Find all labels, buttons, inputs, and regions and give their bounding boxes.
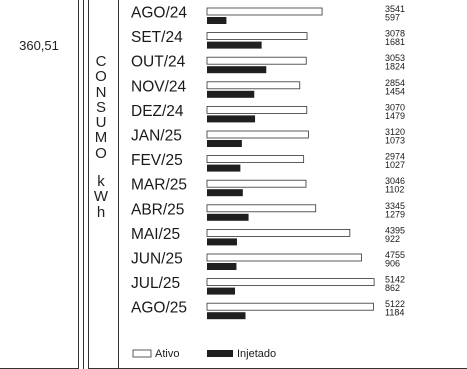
value-label-ativo: 3070	[385, 102, 405, 112]
bar-ativo	[206, 7, 323, 16]
legend-swatch-ativo	[132, 349, 152, 358]
bar-ativo	[206, 155, 305, 164]
value-label-ativo: 3345	[385, 201, 405, 211]
value-label-injetado: 1102	[385, 185, 404, 195]
value-label-ativo: 4755	[385, 250, 405, 260]
value-label-injetado: 597	[385, 13, 400, 23]
value-label-injetado: 1279	[385, 209, 405, 219]
kwh-letter: h	[96, 203, 106, 221]
category-label: ABR/25	[131, 201, 184, 218]
value-label-injetado: 1184	[385, 308, 404, 318]
category-label: OUT/24	[131, 54, 186, 71]
category-label: MAI/25	[131, 226, 180, 243]
consumo-letter: O	[95, 144, 107, 162]
legend-label-injetado: Injetado	[237, 348, 276, 360]
bar-injetado	[207, 164, 241, 172]
value-label-injetado: 922	[385, 234, 400, 244]
value-label-ativo: 3120	[385, 127, 405, 137]
value-label-injetado: 1824	[385, 62, 405, 72]
bar-injetado	[207, 115, 256, 123]
bar-injetado	[207, 90, 255, 98]
kwh-letter: k	[97, 173, 105, 191]
category-label: AGO/24	[131, 5, 187, 22]
value-label-ativo: 5122	[385, 299, 405, 309]
bar-ativo	[206, 81, 301, 90]
category-label: JUN/25	[131, 251, 183, 268]
value-label-ativo: 3053	[385, 53, 405, 63]
value-label-ativo: 2974	[385, 152, 405, 162]
bar-ativo	[206, 253, 362, 262]
category-label: NOV/24	[131, 78, 187, 95]
bar-ativo	[206, 56, 307, 65]
consumo-letter: U	[95, 114, 107, 132]
bar-injetado	[207, 263, 237, 270]
category-label: JAN/25	[131, 128, 182, 145]
category-label: SET/24	[131, 29, 183, 46]
consumo-letter: C	[95, 53, 107, 70]
bar-ativo	[206, 106, 308, 114]
value-label-ativo: 3541	[385, 4, 405, 14]
bar-injetado	[207, 189, 243, 197]
consumo-letter: M	[94, 129, 108, 147]
consumo-letter: O	[95, 68, 107, 86]
bar-ativo	[206, 179, 307, 188]
value-label-ativo: 3078	[385, 29, 405, 39]
value-label-ativo: 2854	[385, 78, 405, 88]
bar-ativo	[206, 278, 375, 287]
bar-injetado	[207, 213, 249, 221]
value-label-injetado: 1479	[385, 111, 405, 121]
value-label-ativo: 5142	[385, 275, 405, 285]
category-label: MAR/25	[131, 177, 187, 194]
bar-injetado	[207, 140, 242, 147]
bar-injetado	[207, 287, 236, 295]
category-label: FEV/25	[131, 152, 183, 169]
category-label: DEZ/24	[131, 103, 184, 120]
bar-ativo	[206, 130, 309, 139]
bar-ativo	[206, 204, 317, 213]
bar-ativo	[206, 32, 308, 40]
bar-ativo	[206, 228, 351, 237]
category-label: JUL/25	[131, 275, 180, 292]
value-label-ativo: 3046	[385, 176, 405, 186]
bar-injetado	[207, 238, 237, 246]
consumo-letter: N	[95, 83, 107, 101]
value-label-injetado: 862	[385, 283, 400, 293]
bar-injetado	[207, 312, 246, 320]
legend-label-ativo: Ativo	[155, 348, 179, 360]
value-label-ativo: 4395	[385, 225, 405, 235]
bar-injetado	[207, 17, 227, 24]
bar-ativo	[206, 302, 374, 311]
value-label-injetado: 1027	[385, 160, 405, 170]
reading-value: 360,51	[19, 38, 59, 53]
bar-injetado	[207, 41, 262, 49]
value-label-injetado: 1454	[385, 86, 405, 96]
value-label-injetado: 1073	[385, 136, 405, 146]
value-label-injetado: 906	[385, 259, 400, 269]
category-label: AGO/25	[131, 300, 187, 317]
value-label-injetado: 1681	[385, 37, 405, 47]
legend-swatch-injetado	[207, 350, 233, 357]
bar-injetado	[207, 66, 267, 74]
consumo-letter: S	[95, 98, 106, 116]
kwh-letter: W	[93, 188, 109, 206]
